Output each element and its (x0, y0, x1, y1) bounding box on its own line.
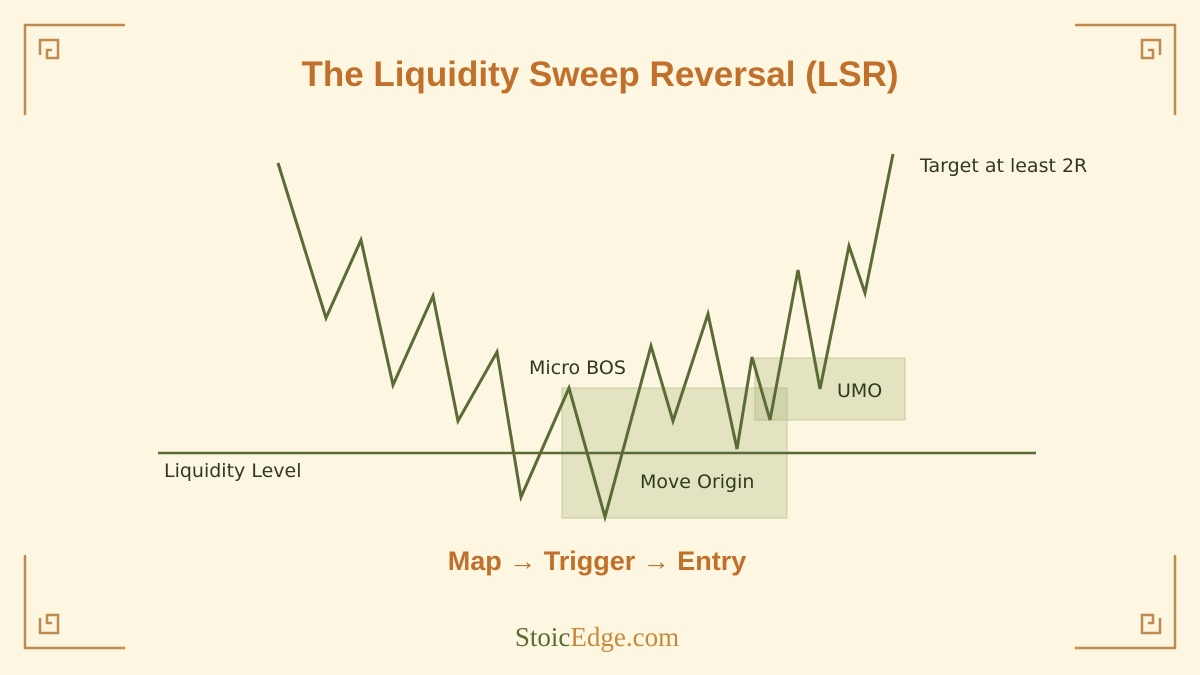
umo-label: UMO (837, 380, 882, 402)
target-label: Target at least 2R (919, 155, 1087, 177)
umo-zone (754, 357, 906, 421)
corner-ornaments (23, 23, 1177, 650)
flow-text: Map → Trigger → Entry (448, 546, 747, 576)
brand: StoicEdge.com (515, 622, 679, 652)
move-origin-label: Move Origin (640, 471, 754, 493)
brand-part: Stoic (515, 622, 571, 652)
price-path (276, 153, 895, 523)
liquidity-level-label: Liquidity Level (164, 460, 301, 482)
brand-part: Edge.com (570, 622, 679, 652)
title: The Liquidity Sweep Reversal (LSR) (301, 55, 898, 94)
micro-bos-label: Micro BOS (529, 357, 626, 379)
